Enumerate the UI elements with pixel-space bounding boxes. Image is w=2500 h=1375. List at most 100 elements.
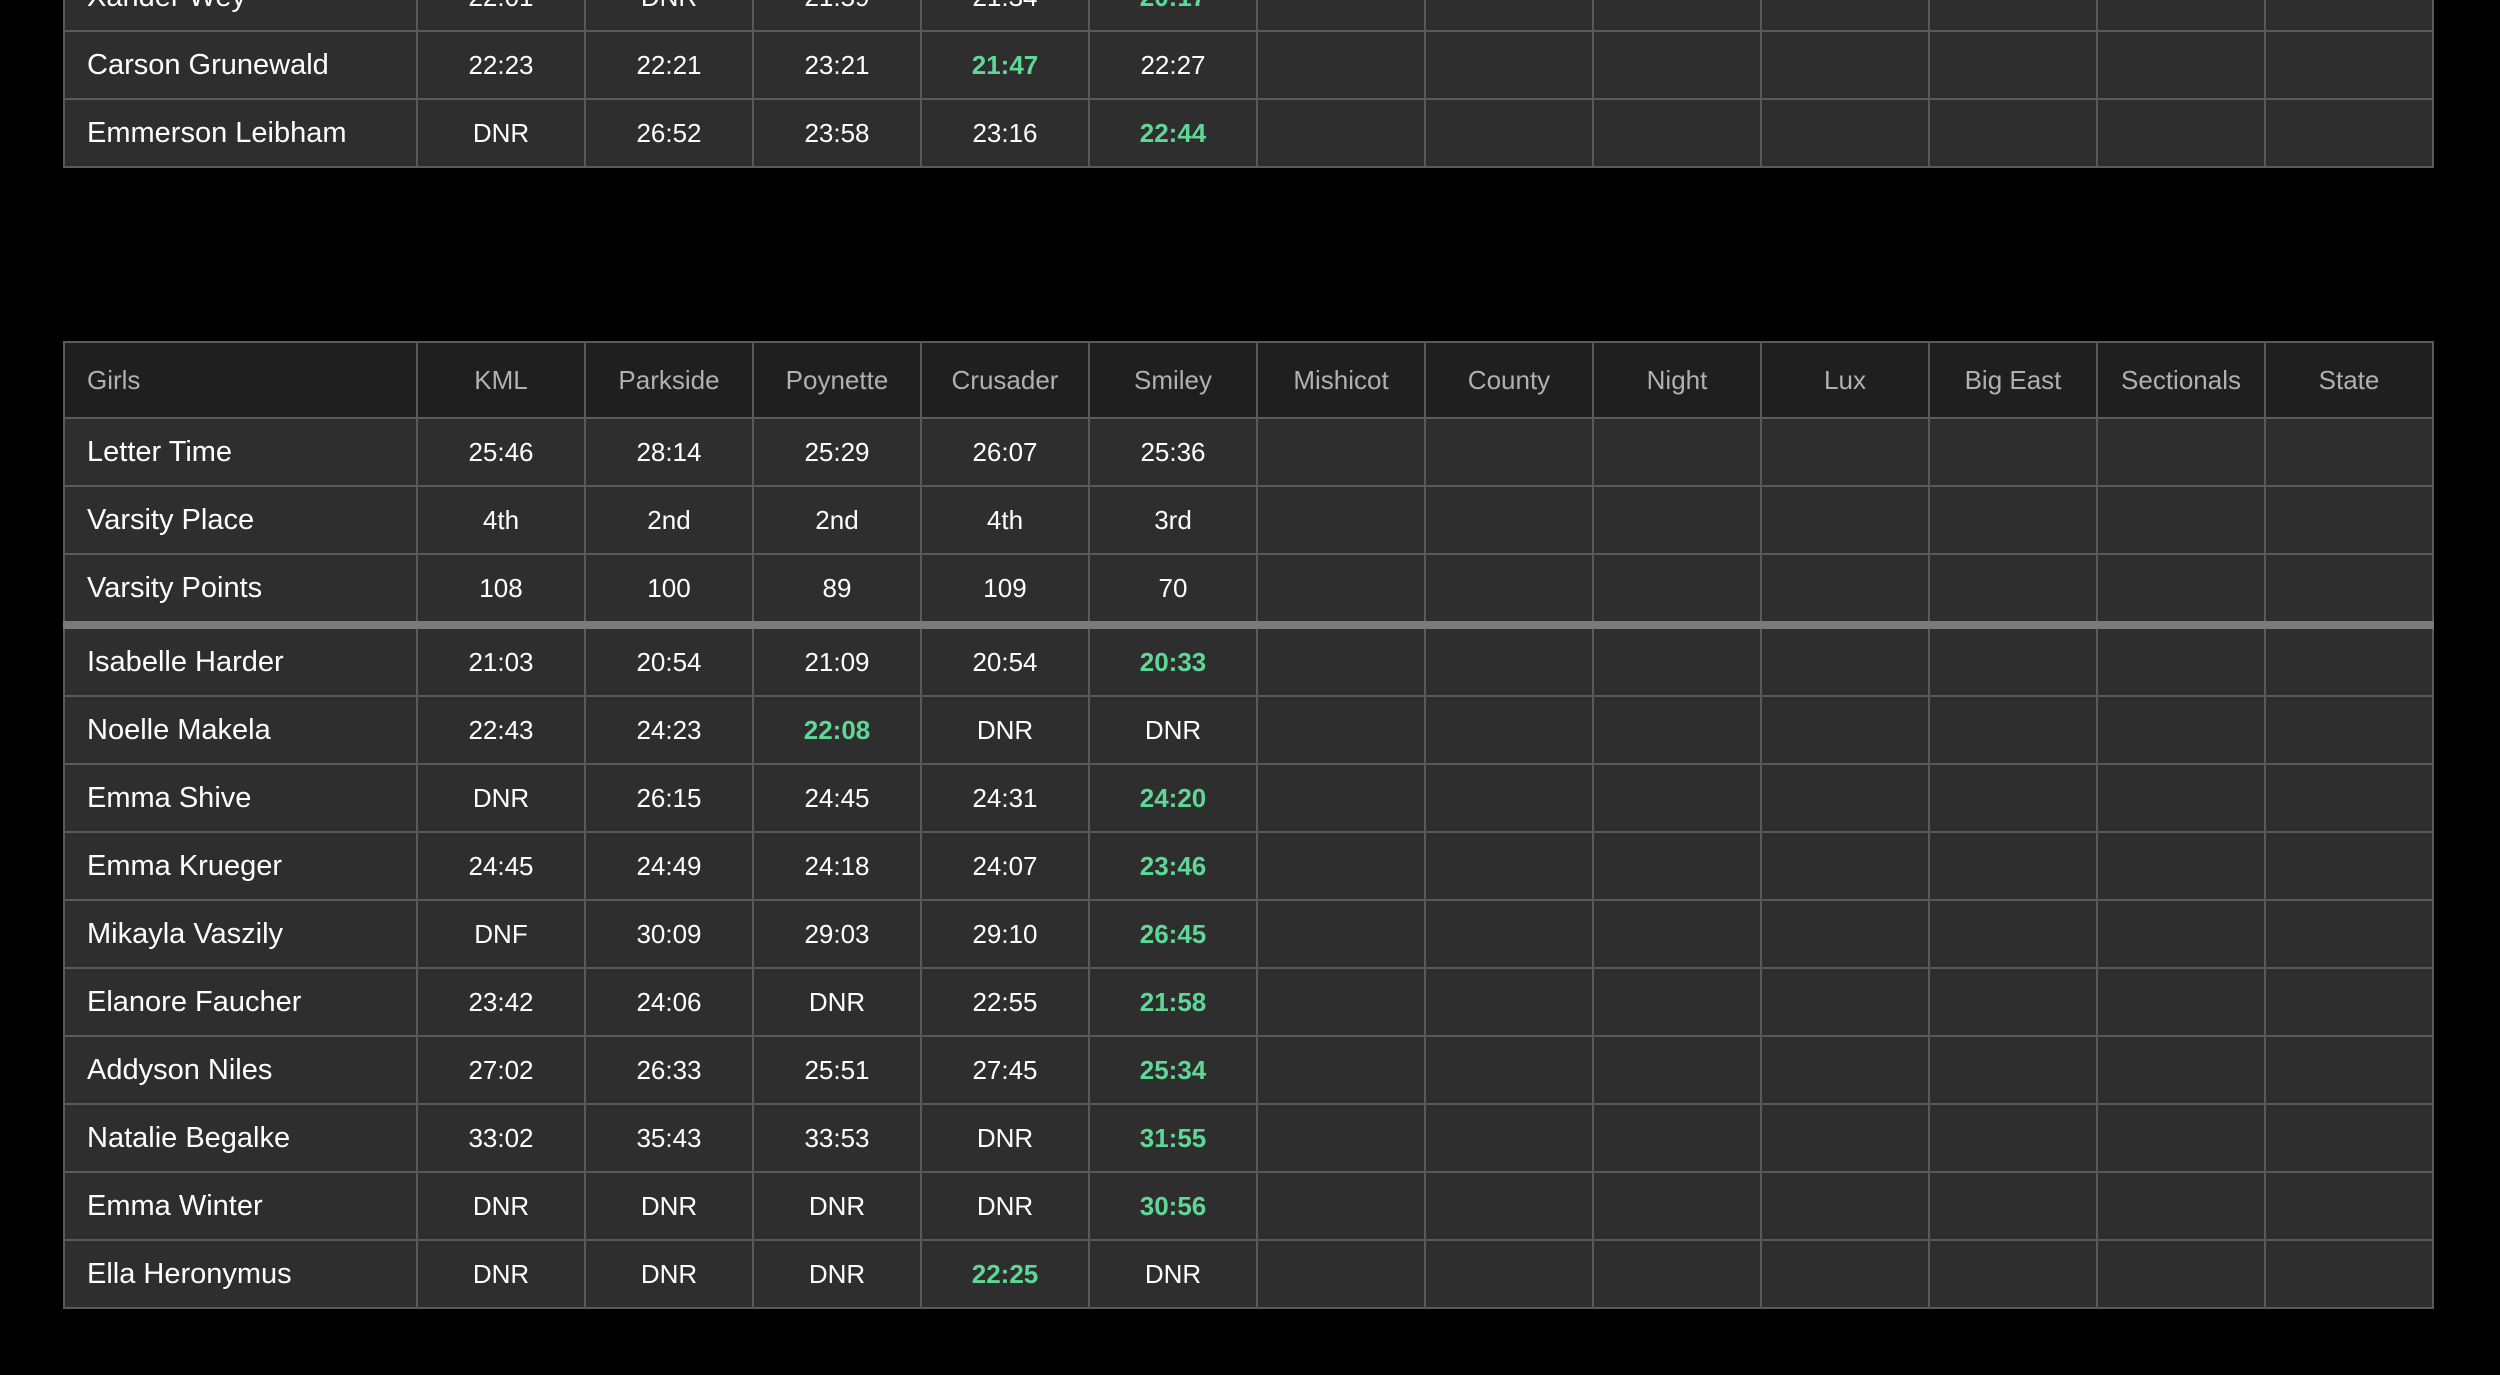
table-row: Noelle Makela 22:43 24:23 22:08 DNR DNR	[63, 695, 2434, 765]
result-cell: 24:45	[752, 763, 922, 833]
result-cell	[2264, 967, 2434, 1037]
table-row: Xander Wey22:01DNR21:5921:3420:17	[63, 0, 2434, 32]
athlete-name: Mikayla Vaszily	[63, 899, 418, 969]
athlete-name: Elanore Faucher	[63, 967, 418, 1037]
result-cell: 20:54	[584, 624, 754, 697]
result-cell	[1928, 0, 2098, 32]
result-cell: DNR	[920, 695, 1090, 765]
result-cell: DNR	[920, 1171, 1090, 1241]
meet-header: Sectionals	[2096, 341, 2266, 419]
meet-header: Smiley	[1088, 341, 1258, 419]
result-cell	[2264, 0, 2434, 32]
result-cell: 26:15	[584, 763, 754, 833]
result-cell	[1760, 30, 1930, 100]
result-cell	[1256, 485, 1426, 555]
result-cell	[1760, 967, 1930, 1037]
result-cell	[1424, 831, 1594, 901]
result-cell	[2096, 1171, 2266, 1241]
result-cell	[2264, 624, 2434, 697]
result-cell: 4th	[920, 485, 1090, 555]
result-cell	[1424, 1035, 1594, 1105]
athlete-name: Varsity Place	[63, 485, 418, 555]
result-cell	[1928, 624, 2098, 697]
result-cell	[1760, 899, 1930, 969]
result-cell	[1424, 553, 1594, 629]
result-cell: 25:34	[1088, 1035, 1258, 1105]
result-cell	[1928, 1035, 2098, 1105]
boys-results-table: Xander Wey22:01DNR21:5921:3420:17Carson …	[63, 0, 2434, 168]
result-cell	[2264, 417, 2434, 487]
result-cell: 33:53	[752, 1103, 922, 1173]
result-cell: 33:02	[416, 1103, 586, 1173]
girls-header-label: Girls	[63, 341, 418, 419]
result-cell	[2264, 553, 2434, 629]
result-cell	[1592, 967, 1762, 1037]
result-cell	[2096, 695, 2266, 765]
result-cell	[1928, 695, 2098, 765]
result-cell	[2096, 1035, 2266, 1105]
table-row: Elanore Faucher 23:42 24:06 DNR 22:55 21:58	[63, 967, 2434, 1037]
table-row: Ella Heronymus DNR DNR DNR 22:25 DNR	[63, 1239, 2434, 1309]
result-cell	[1592, 417, 1762, 487]
result-cell	[1592, 831, 1762, 901]
result-cell: 25:51	[752, 1035, 922, 1105]
result-cell	[1592, 1239, 1762, 1309]
result-cell	[1592, 553, 1762, 629]
result-cell: 31:55	[1088, 1103, 1258, 1173]
result-cell	[1760, 624, 1930, 697]
girls-table-body: Letter Time 25:46 28:14 25:29 26:07 25:36 Vars…	[63, 417, 2434, 1309]
result-cell: 20:17	[1088, 0, 1258, 32]
athlete-name: Emma Shive	[63, 763, 418, 833]
result-cell: 24:06	[584, 967, 754, 1037]
meet-header: State	[2264, 341, 2434, 419]
result-cell: 24:18	[752, 831, 922, 901]
result-cell: 100	[584, 553, 754, 629]
result-cell	[1592, 1103, 1762, 1173]
meet-header: Big East	[1928, 341, 2098, 419]
result-cell	[2096, 485, 2266, 555]
athlete-name: Xander Wey	[63, 0, 418, 32]
result-cell	[1424, 417, 1594, 487]
result-cell	[1256, 553, 1426, 629]
result-cell: 22:08	[752, 695, 922, 765]
result-cell: DNR	[1088, 695, 1258, 765]
result-cell	[2264, 763, 2434, 833]
result-cell	[2096, 624, 2266, 697]
result-cell: 4th	[416, 485, 586, 555]
result-cell: DNR	[584, 1239, 754, 1309]
result-cell	[2264, 899, 2434, 969]
table-row: Isabelle Harder 21:03 20:54 21:09 20:54 20:33	[63, 624, 2434, 697]
result-cell: 29:03	[752, 899, 922, 969]
result-cell: 26:52	[584, 98, 754, 168]
result-cell	[2264, 1103, 2434, 1173]
result-cell: 22:25	[920, 1239, 1090, 1309]
result-cell	[1592, 0, 1762, 32]
result-cell	[2264, 831, 2434, 901]
result-cell: 24:23	[584, 695, 754, 765]
result-cell: DNR	[1088, 1239, 1258, 1309]
result-cell: 21:34	[920, 0, 1090, 32]
table-row: Emma Shive DNR 26:15 24:45 24:31 24:20	[63, 763, 2434, 833]
athlete-name: Carson Grunewald	[63, 30, 418, 100]
result-cell: 28:14	[584, 417, 754, 487]
result-cell: 89	[752, 553, 922, 629]
meet-header: Poynette	[752, 341, 922, 419]
table-row: Addyson Niles 27:02 26:33 25:51 27:45 25:34	[63, 1035, 2434, 1105]
result-cell	[1256, 30, 1426, 100]
boys-table-body: Xander Wey22:01DNR21:5921:3420:17Carson …	[63, 0, 2434, 168]
result-cell: 27:02	[416, 1035, 586, 1105]
result-cell: 24:20	[1088, 763, 1258, 833]
result-cell: 21:47	[920, 30, 1090, 100]
result-cell	[1760, 695, 1930, 765]
athlete-name: Letter Time	[63, 417, 418, 487]
result-cell	[2264, 1239, 2434, 1309]
result-cell	[1760, 417, 1930, 487]
result-cell: 108	[416, 553, 586, 629]
result-cell	[1592, 695, 1762, 765]
result-cell: 21:58	[1088, 967, 1258, 1037]
result-cell	[1760, 553, 1930, 629]
result-cell	[1760, 1239, 1930, 1309]
result-cell: 109	[920, 553, 1090, 629]
result-cell	[2264, 485, 2434, 555]
result-cell: 21:03	[416, 624, 586, 697]
